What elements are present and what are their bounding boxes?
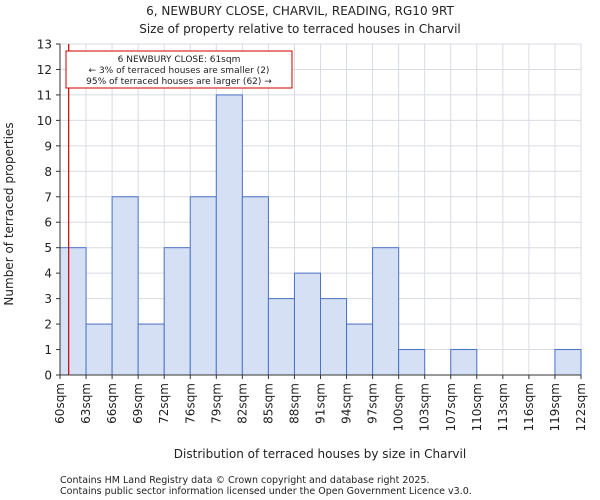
chart-subtitle: Size of property relative to terraced ho… — [139, 22, 461, 36]
y-tick-label: 9 — [44, 139, 52, 153]
bar — [554, 349, 582, 376]
y-tick-label: 4 — [44, 267, 52, 281]
x-axis-label: Distribution of terraced houses by size … — [174, 447, 466, 461]
bar — [293, 272, 322, 376]
x-tick-label: 107sqm — [444, 383, 458, 431]
y-tick-label: 2 — [44, 318, 52, 332]
bar — [320, 298, 348, 376]
bar — [241, 196, 269, 376]
x-tick-label: 63sqm — [79, 383, 93, 424]
x-tick-label: 94sqm — [340, 383, 354, 424]
x-tick-label: 60sqm — [53, 383, 67, 424]
chart-title: 6, NEWBURY CLOSE, CHARVIL, READING, RG10… — [146, 4, 454, 18]
y-tick-label: 8 — [44, 165, 52, 179]
bar — [372, 247, 400, 376]
y-tick-label: 11 — [37, 88, 52, 102]
y-tick-label: 12 — [37, 63, 52, 77]
bars-layer — [59, 94, 582, 376]
x-tick-label: 113sqm — [496, 383, 510, 431]
x-tick-label: 110sqm — [470, 383, 484, 431]
x-tick-label: 66sqm — [105, 383, 119, 424]
x-tick-label: 100sqm — [392, 383, 406, 431]
bar — [59, 247, 87, 376]
x-tick-label: 119sqm — [548, 383, 562, 431]
footer-line-1: Contains HM Land Registry data © Crown c… — [60, 475, 430, 486]
annotation-line-3: 95% of terraced houses are larger (62) → — [86, 77, 272, 87]
x-tick-label: 88sqm — [287, 383, 301, 424]
y-tick-label: 10 — [37, 114, 52, 128]
bar — [85, 323, 113, 376]
x-tick-label: 85sqm — [261, 383, 275, 424]
bar — [450, 349, 478, 376]
x-tick-label: 103sqm — [418, 383, 432, 431]
bar — [267, 298, 295, 376]
bar — [111, 196, 139, 376]
y-tick-label: 7 — [44, 190, 52, 204]
footer-line-2: Contains public sector information licen… — [60, 486, 472, 497]
bar — [346, 323, 374, 376]
y-tick-label: 13 — [37, 38, 52, 52]
bar — [163, 247, 191, 376]
x-tick-label: 82sqm — [235, 383, 249, 424]
bar — [215, 94, 243, 376]
y-tick-label: 3 — [44, 292, 52, 306]
annotation-line-1: 6 NEWBURY CLOSE: 61sqm — [118, 55, 241, 65]
bar — [189, 196, 217, 376]
annotation-line-2: ← 3% of terraced houses are smaller (2) — [89, 66, 270, 76]
x-tick-label: 97sqm — [366, 383, 380, 424]
bar — [398, 349, 426, 376]
y-tick-label: 5 — [44, 241, 52, 255]
y-tick-label: 0 — [44, 369, 52, 383]
y-tick-label: 1 — [44, 343, 52, 357]
x-tick-labels: 60sqm 63sqm 66sqm 69sqm 72sqm 76sqm 79sqm 82sqm… — [53, 375, 588, 431]
y-tick-label: 6 — [44, 216, 52, 230]
y-axis-label: Number of terraced properties — [2, 122, 16, 305]
x-tick-label: 122sqm — [574, 383, 588, 431]
x-tick-label: 116sqm — [522, 383, 536, 431]
annotation-box: 6 NEWBURY CLOSE: 61sqm ← 3% of terraced … — [65, 50, 293, 89]
x-tick-label: 69sqm — [131, 383, 145, 424]
x-tick-label: 76sqm — [183, 383, 197, 424]
x-tick-label: 91sqm — [314, 383, 328, 424]
x-tick-label: 72sqm — [157, 383, 171, 424]
bar — [137, 323, 165, 376]
x-tick-label: 79sqm — [209, 383, 223, 424]
